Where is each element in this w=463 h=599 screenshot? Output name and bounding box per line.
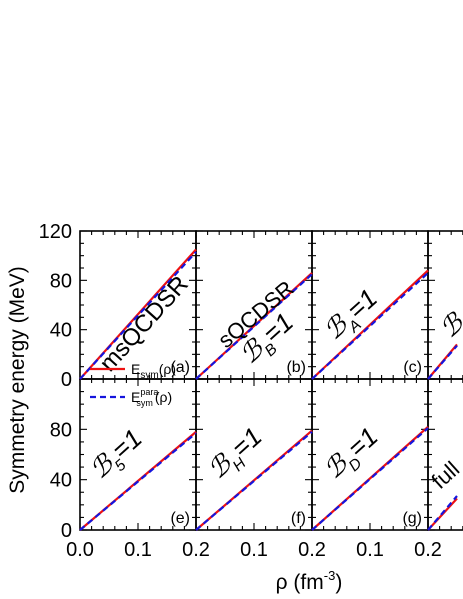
series-line-esym <box>79 248 197 380</box>
legend-dashed-label: Epara sym (ρ) <box>131 387 172 408</box>
panel-tag: (a) <box>170 359 190 376</box>
x-tick-label: 0.1 <box>124 539 152 561</box>
panel-tag: (c) <box>403 359 422 376</box>
x-tick-label: 0.0 <box>66 539 94 561</box>
series-line-esym-para <box>79 251 197 380</box>
y-axis-label: Symmetry energy (MeV) <box>6 266 29 494</box>
x-axis-label-main: ρ (fm <box>276 571 324 594</box>
legend: Esym(ρ) Epara sym (ρ) <box>90 361 176 408</box>
x-axis-label: ρ (fm-3) <box>276 568 343 594</box>
series-line-esym-para <box>195 273 313 380</box>
series-line-esym <box>311 269 429 380</box>
panel-label: full <box>427 456 463 493</box>
y-tick-label: 120 <box>39 221 72 243</box>
series-line-esym-para <box>195 431 313 531</box>
x-axis-label-close: ) <box>335 571 342 594</box>
y-tick-label: 80 <box>50 419 72 441</box>
series-line-esym-para <box>311 427 429 531</box>
x-tick-label: 0.1 <box>356 539 384 561</box>
x-axis-label-exponent: -3 <box>324 568 336 583</box>
panel-tag: (b) <box>286 359 306 376</box>
y-tick-label: 0 <box>61 369 72 391</box>
panel-tag: (f) <box>291 510 306 527</box>
series-line-esym-para <box>79 432 197 531</box>
x-tick-label: 0.2 <box>414 539 442 561</box>
series-line-esym-para <box>427 344 458 380</box>
panel-tag: (e) <box>170 510 190 527</box>
y-tick-label: 80 <box>50 270 72 292</box>
legend-solid-label: Esym(ρ) <box>131 361 176 381</box>
y-tick-label: 40 <box>50 320 72 342</box>
panel-label: ℬH=1 <box>202 421 272 489</box>
y-tick-label: 40 <box>50 470 72 492</box>
panel-border <box>427 378 463 531</box>
x-tick-label: 0.2 <box>298 539 326 561</box>
x-tick-label: 0.1 <box>240 539 268 561</box>
x-tick-label: 0.2 <box>182 539 210 561</box>
panel-frame <box>427 378 463 531</box>
y-tick-label: 0 <box>61 520 72 542</box>
panel-tag: (g) <box>402 510 422 527</box>
series-line-esym-para <box>427 495 458 531</box>
panel-label: ℬD=1 <box>318 421 388 489</box>
panel-label: ℬ <box>434 306 463 343</box>
series-line-esym-para <box>311 272 429 380</box>
